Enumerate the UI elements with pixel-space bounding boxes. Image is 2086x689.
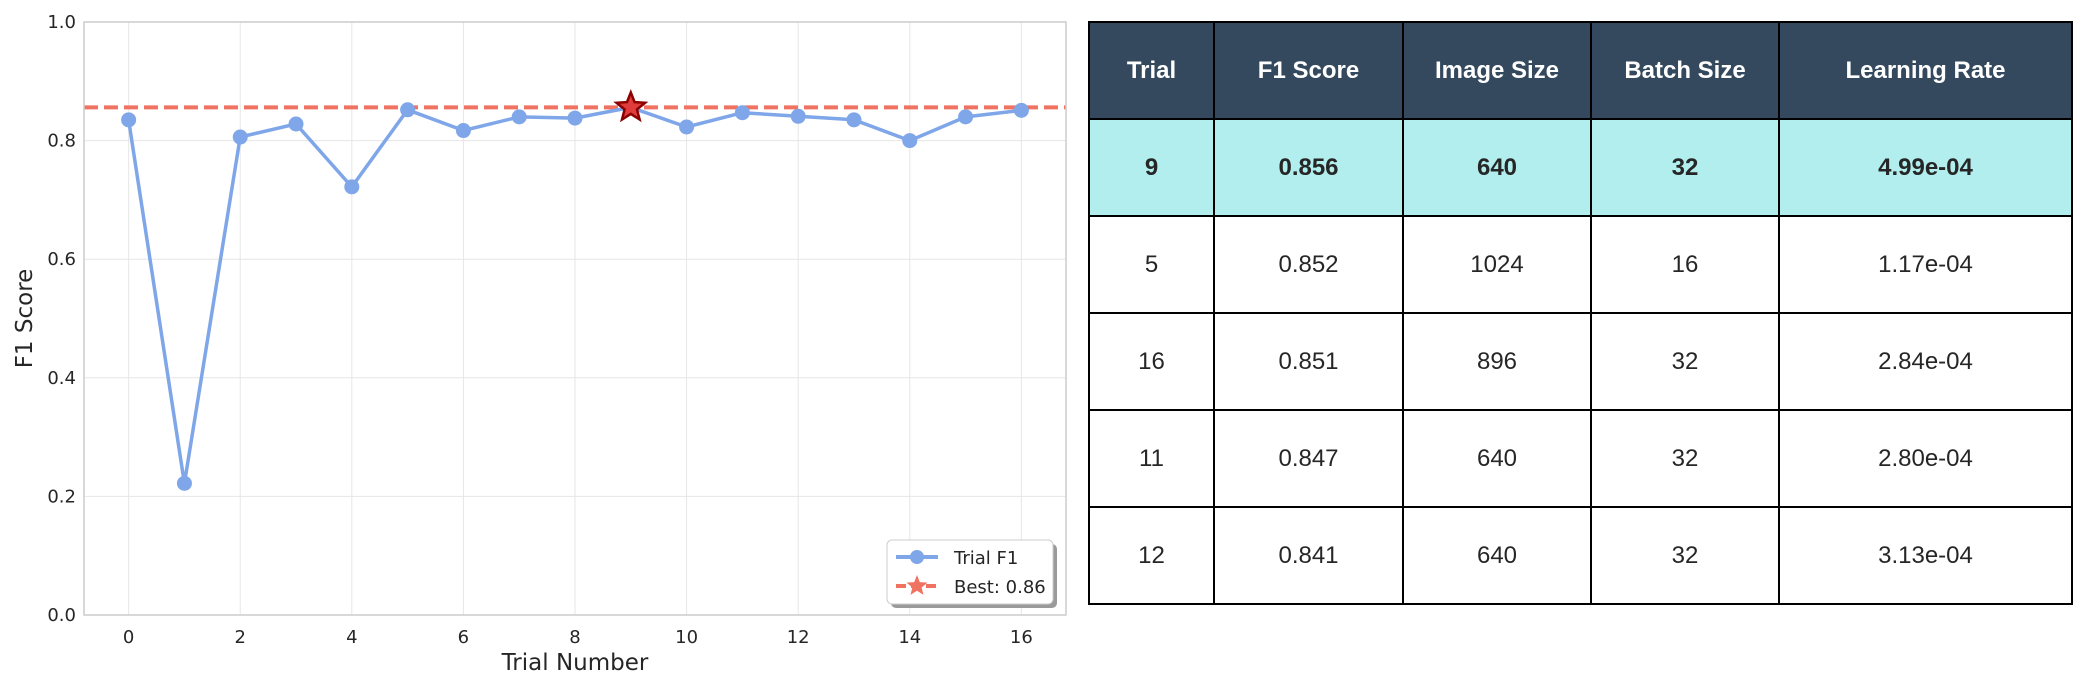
cell-image-size: 896 — [1402, 312, 1592, 411]
cell-batch-size: 32 — [1590, 409, 1780, 508]
table-row: 11 0.847 640 32 2.80e-04 — [1088, 409, 2073, 508]
table-row: 16 0.851 896 32 2.84e-04 — [1088, 312, 2073, 411]
header-image-size: Image Size — [1402, 21, 1592, 120]
cell-trial: 11 — [1088, 409, 1215, 508]
trial-f1-point — [567, 110, 583, 126]
header-trial: Trial — [1088, 21, 1215, 120]
cell-learning-rate: 1.17e-04 — [1778, 215, 2073, 314]
header-batch-size: Batch Size — [1590, 21, 1780, 120]
cell-f1-score: 0.841 — [1213, 506, 1404, 605]
trial-f1-point — [846, 112, 862, 128]
cell-image-size: 640 — [1402, 409, 1592, 508]
cell-batch-size: 16 — [1590, 215, 1780, 314]
x-tick-label: 10 — [675, 627, 698, 648]
cell-trial: 16 — [1088, 312, 1215, 411]
x-tick-label: 12 — [787, 627, 810, 648]
x-axis-label: Trial Number — [501, 650, 649, 676]
y-axis-label: F1 Score — [12, 269, 38, 369]
trial-f1-point — [511, 109, 527, 125]
x-tick-label: 4 — [346, 627, 357, 648]
cell-f1-score: 0.856 — [1213, 118, 1404, 217]
y-tick-label: 1.0 — [47, 12, 76, 33]
trial-f1-point — [1013, 102, 1029, 118]
f1-trial-chart: 0 2 4 6 8 10 12 14 16 0.0 0.2 0.4 0.6 0.8 1.0 Trial Nu… — [12, 12, 1067, 676]
trial-f1-point — [790, 108, 806, 124]
cell-batch-size: 32 — [1590, 506, 1780, 605]
trial-f1-point — [176, 475, 192, 491]
cell-batch-size: 32 — [1590, 118, 1780, 217]
y-tick-label: 0.4 — [47, 368, 76, 389]
cell-image-size: 640 — [1402, 506, 1592, 605]
y-tick-label: 0.2 — [47, 486, 76, 507]
cell-f1-score: 0.851 — [1213, 312, 1404, 411]
cell-learning-rate: 2.80e-04 — [1778, 409, 2073, 508]
cell-f1-score: 0.847 — [1213, 409, 1404, 508]
legend-entry-best: Best: 0.86 — [954, 577, 1046, 598]
cell-image-size: 1024 — [1402, 215, 1592, 314]
x-tick-label: 14 — [898, 627, 921, 648]
cell-trial: 5 — [1088, 215, 1215, 314]
axes: 0 2 4 6 8 10 12 14 16 0.0 0.2 0.4 0.6 0.8 1.0 — [47, 12, 1067, 648]
trial-f1-point — [400, 102, 416, 118]
cell-trial: 9 — [1088, 118, 1215, 217]
cell-learning-rate: 2.84e-04 — [1778, 312, 2073, 411]
y-tick-label: 0.0 — [47, 605, 76, 626]
trial-f1-point — [455, 123, 471, 139]
x-tick-label: 0 — [123, 627, 134, 648]
trial-f1-point — [958, 109, 974, 125]
legend-best-star-icon — [906, 575, 928, 595]
cell-learning-rate: 4.99e-04 — [1778, 118, 2073, 217]
trial-f1-point — [344, 179, 360, 195]
cell-learning-rate: 3.13e-04 — [1778, 506, 2073, 605]
trial-f1-point — [679, 119, 695, 135]
series-layer — [121, 88, 1029, 491]
x-tick-label: 2 — [235, 627, 246, 648]
cell-f1-score: 0.852 — [1213, 215, 1404, 314]
table-header-row: Trial F1 Score Image Size Batch Size Lea… — [1088, 21, 2073, 120]
trial-f1-point — [121, 112, 137, 128]
legend: Trial F1 Best: 0.86 — [886, 539, 1057, 608]
cell-image-size: 640 — [1402, 118, 1592, 217]
cell-batch-size: 32 — [1590, 312, 1780, 411]
results-table: Trial F1 Score Image Size Batch Size Lea… — [1088, 21, 2073, 605]
x-tick-label: 16 — [1010, 627, 1033, 648]
header-learning-rate: Learning Rate — [1778, 21, 2073, 120]
y-tick-label: 0.8 — [47, 131, 76, 152]
best-trial-star-icon — [613, 88, 649, 123]
table-row: 5 0.852 1024 16 1.17e-04 — [1088, 215, 2073, 314]
table-row: 12 0.841 640 32 3.13e-04 — [1088, 506, 2073, 605]
trial-f1-point — [734, 105, 750, 121]
x-tick-label: 6 — [458, 627, 469, 648]
x-tick-label: 8 — [569, 627, 580, 648]
table-row-best: 9 0.856 640 32 4.99e-04 — [1088, 118, 2073, 217]
trial-f1-point — [232, 129, 248, 145]
trial-f1-point — [288, 116, 304, 132]
legend-trial-f1-marker-icon — [910, 550, 924, 564]
header-f1-score: F1 Score — [1213, 21, 1404, 120]
legend-entry-trial-f1: Trial F1 — [953, 548, 1018, 569]
cell-trial: 12 — [1088, 506, 1215, 605]
plot-frame — [83, 21, 1067, 616]
y-tick-label: 0.6 — [47, 249, 76, 270]
trial-f1-point — [902, 133, 918, 149]
